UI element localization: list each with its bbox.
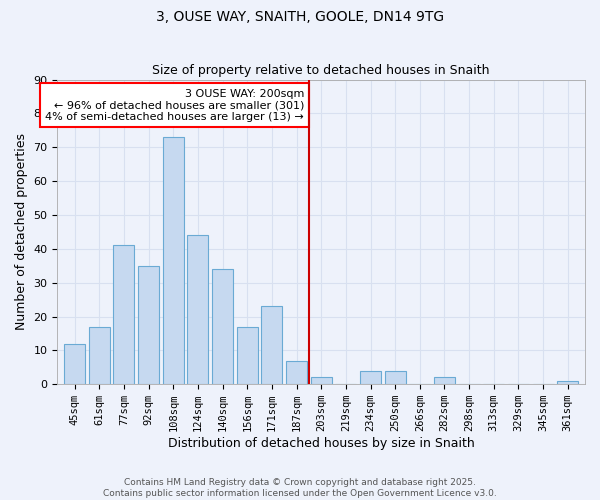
Bar <box>187 236 208 384</box>
X-axis label: Distribution of detached houses by size in Snaith: Distribution of detached houses by size … <box>168 437 475 450</box>
Bar <box>262 306 283 384</box>
Bar <box>557 381 578 384</box>
Bar <box>360 370 381 384</box>
Bar <box>163 137 184 384</box>
Bar <box>434 378 455 384</box>
Y-axis label: Number of detached properties: Number of detached properties <box>15 134 28 330</box>
Bar <box>286 360 307 384</box>
Text: 3, OUSE WAY, SNAITH, GOOLE, DN14 9TG: 3, OUSE WAY, SNAITH, GOOLE, DN14 9TG <box>156 10 444 24</box>
Title: Size of property relative to detached houses in Snaith: Size of property relative to detached ho… <box>152 64 490 77</box>
Bar <box>113 246 134 384</box>
Bar <box>237 326 258 384</box>
Bar <box>89 326 110 384</box>
Text: 3 OUSE WAY: 200sqm
← 96% of detached houses are smaller (301)
4% of semi-detache: 3 OUSE WAY: 200sqm ← 96% of detached hou… <box>45 88 304 122</box>
Bar <box>64 344 85 384</box>
Bar <box>212 269 233 384</box>
Bar <box>311 378 332 384</box>
Bar <box>138 266 159 384</box>
Bar <box>385 370 406 384</box>
Text: Contains HM Land Registry data © Crown copyright and database right 2025.
Contai: Contains HM Land Registry data © Crown c… <box>103 478 497 498</box>
